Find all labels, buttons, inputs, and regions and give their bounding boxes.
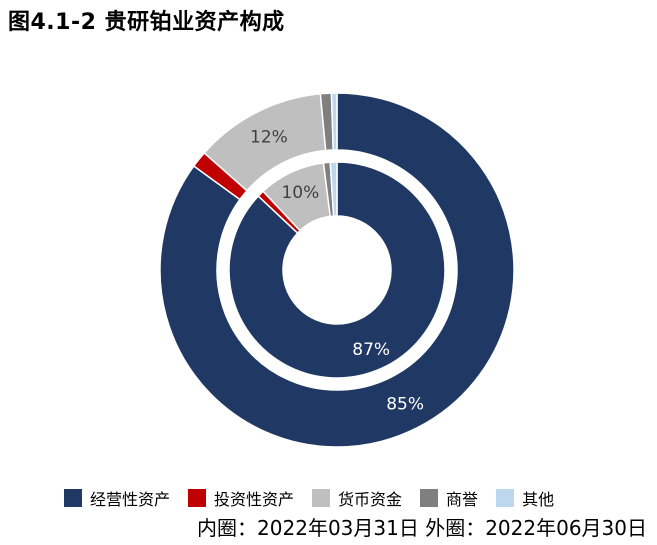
chart-note: 内圈：2022年03月31日 外圈：2022年06月30日 — [197, 516, 647, 540]
legend-swatch — [420, 489, 439, 507]
legend-label: 货币资金 — [338, 490, 403, 509]
outer-label-0: 85% — [386, 395, 424, 415]
legend-swatch — [496, 489, 515, 507]
inner-label-2: 10% — [281, 183, 319, 203]
inner-ring — [228, 161, 446, 379]
chart-title: 图4.1-2 贵研铂业资产构成 — [8, 10, 285, 35]
inner-slice-4 — [329, 161, 338, 217]
legend-label: 商誉 — [446, 490, 479, 509]
outer-slice-0 — [159, 92, 515, 448]
legend: 经营性资产 投资性资产 货币资金 商誉 其他 — [64, 486, 572, 510]
legend-item-goodwill: 商誉 — [420, 486, 478, 510]
legend-label: 经营性资产 — [90, 490, 171, 509]
legend-item-operating-assets: 经营性资产 — [64, 486, 170, 510]
legend-label: 投资性资产 — [214, 490, 295, 509]
legend-item-cash: 货币资金 — [312, 486, 402, 510]
legend-label: 其他 — [522, 490, 555, 509]
data-labels: 87% 10% 85% 12% — [250, 127, 424, 414]
inner-label-0: 87% — [352, 340, 390, 360]
legend-item-other: 其他 — [496, 486, 554, 510]
legend-swatch — [64, 489, 82, 507]
legend-swatch — [312, 489, 331, 507]
legend-item-investment-assets: 投资性资产 — [188, 486, 294, 510]
outer-ring — [159, 92, 515, 448]
inner-slice-0 — [228, 161, 446, 379]
outer-slice-4 — [330, 92, 338, 151]
outer-label-2: 12% — [250, 127, 288, 147]
legend-swatch — [188, 489, 207, 507]
